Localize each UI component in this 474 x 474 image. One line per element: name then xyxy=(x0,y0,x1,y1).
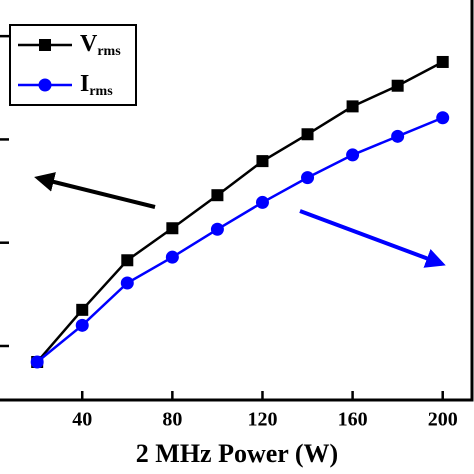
data-point xyxy=(256,155,269,168)
data-point xyxy=(210,222,224,236)
data-point xyxy=(301,128,314,141)
data-point xyxy=(301,171,315,185)
data-point xyxy=(75,318,89,332)
data-point xyxy=(165,250,179,264)
legend-label: Irms xyxy=(80,71,113,100)
legend-marker xyxy=(39,39,51,51)
data-point xyxy=(211,189,224,202)
data-point xyxy=(436,55,449,68)
data-point xyxy=(166,222,179,235)
x-tick-label: 40 xyxy=(72,409,92,431)
x-tick-label: 80 xyxy=(162,409,182,431)
data-point xyxy=(30,355,44,369)
legend-box xyxy=(9,24,137,106)
data-point xyxy=(346,148,360,162)
data-point xyxy=(120,276,134,290)
legend-label: Vrms xyxy=(80,31,121,60)
data-point xyxy=(391,129,405,143)
data-point xyxy=(436,111,450,125)
data-point xyxy=(121,254,134,267)
data-point xyxy=(346,100,359,113)
arrow-left xyxy=(34,172,156,209)
x-axis-label: 2 MHz Power (W) xyxy=(136,439,338,468)
x-tick-label: 160 xyxy=(338,409,368,431)
data-point xyxy=(391,79,404,92)
series-line xyxy=(36,116,444,363)
arrow-right xyxy=(299,209,446,268)
series-line xyxy=(36,60,444,363)
data-point xyxy=(76,303,89,316)
legend-marker xyxy=(38,78,52,92)
x-tick-label: 200 xyxy=(428,409,458,431)
x-tick-label: 120 xyxy=(247,409,277,431)
data-point xyxy=(255,195,269,209)
plot-frame xyxy=(0,0,474,402)
